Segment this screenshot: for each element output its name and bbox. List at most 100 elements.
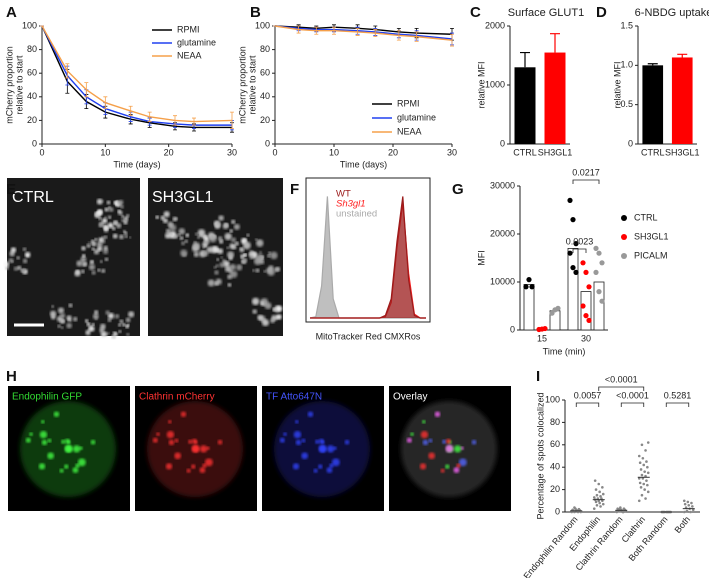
y-tick-label: 20 <box>260 115 270 125</box>
x-tick-label: 10 <box>329 147 339 157</box>
y-tick-label: 100 <box>255 20 270 30</box>
spot <box>90 439 96 445</box>
data-point <box>596 250 602 256</box>
organelle <box>243 258 248 263</box>
organelle <box>13 266 19 271</box>
organelle <box>106 200 111 205</box>
organelle <box>255 238 258 241</box>
organelle <box>66 322 72 329</box>
legend-label: glutamine <box>397 112 436 122</box>
organelle <box>125 213 130 218</box>
data-point <box>644 497 647 500</box>
chart-title: Surface GLUT1 <box>508 7 584 19</box>
legend-label: RPMI <box>397 98 420 108</box>
data-point <box>691 505 694 508</box>
spot <box>420 430 429 439</box>
organelle <box>118 323 122 327</box>
x-axis-label: Time (min) <box>543 346 586 356</box>
data-point <box>567 250 573 256</box>
organelle <box>264 302 272 310</box>
spot <box>191 444 200 453</box>
organelle <box>272 307 277 312</box>
organelle <box>180 249 188 257</box>
spot <box>440 468 445 473</box>
spot <box>191 438 197 444</box>
spot <box>167 419 172 424</box>
organelle <box>10 247 17 253</box>
organelle <box>91 323 95 327</box>
organelle <box>74 270 81 277</box>
spot <box>318 438 324 444</box>
error-bar <box>314 26 319 35</box>
data-point <box>637 454 641 458</box>
y-tick-label: 20 <box>27 115 37 125</box>
organelle <box>242 238 247 243</box>
organelle <box>123 216 129 222</box>
spot <box>331 458 340 467</box>
organelle <box>3 261 10 268</box>
legend-label: NEAA <box>177 50 202 60</box>
spot <box>168 439 175 446</box>
data-point <box>646 441 650 444</box>
y-tick-label: 0 <box>32 138 37 148</box>
organelle <box>193 251 200 257</box>
data-point <box>577 507 581 511</box>
organelle <box>275 266 281 272</box>
data-point <box>570 265 576 271</box>
spot <box>329 463 334 468</box>
organelle <box>185 234 190 238</box>
organelle <box>59 312 66 319</box>
data-point <box>638 481 642 485</box>
spot <box>318 464 323 469</box>
spot <box>445 464 450 469</box>
spot <box>279 437 285 443</box>
data-point <box>682 499 686 503</box>
data-point <box>580 303 586 309</box>
organelle <box>257 314 263 321</box>
legend-label: unstained <box>336 209 377 220</box>
organelle <box>68 303 73 308</box>
spot <box>152 437 158 443</box>
panel-letter: B <box>250 4 261 21</box>
organelle <box>86 243 91 248</box>
organelle <box>192 242 200 250</box>
data-point <box>643 488 646 491</box>
y-tick-label: 100 <box>22 20 37 30</box>
spot <box>445 438 451 444</box>
spot <box>47 438 52 443</box>
legend-label: WT <box>336 189 351 200</box>
spot <box>39 430 48 439</box>
x-tick-label: CTRL <box>513 147 537 157</box>
data-point <box>601 502 605 506</box>
organelle <box>97 209 103 215</box>
x-tick-label: 10 <box>100 147 110 157</box>
spot <box>293 430 302 439</box>
organelle <box>240 255 244 260</box>
organelle <box>49 310 57 317</box>
organelle <box>117 199 124 206</box>
organelle <box>121 215 125 219</box>
organelle <box>197 229 206 237</box>
organelle <box>96 198 103 205</box>
organelle <box>236 264 243 271</box>
spot <box>442 439 447 444</box>
organelle <box>86 322 91 327</box>
image-label: Overlay <box>393 392 427 403</box>
organelle <box>91 247 95 251</box>
data-point <box>593 269 599 275</box>
organelle <box>165 228 171 234</box>
organelle <box>119 319 124 324</box>
organelle <box>270 318 275 324</box>
legend-marker <box>621 234 627 240</box>
data-point <box>570 217 576 223</box>
x-tick-label: CTRL <box>641 147 665 157</box>
data-point <box>523 284 529 290</box>
spot <box>77 458 86 467</box>
organelle <box>98 216 102 221</box>
organelle <box>261 301 264 305</box>
spot <box>174 452 182 460</box>
organelle <box>256 239 264 247</box>
data-point <box>599 260 605 266</box>
legend-label: Sh3gl1 <box>336 199 366 210</box>
spot <box>180 411 187 417</box>
